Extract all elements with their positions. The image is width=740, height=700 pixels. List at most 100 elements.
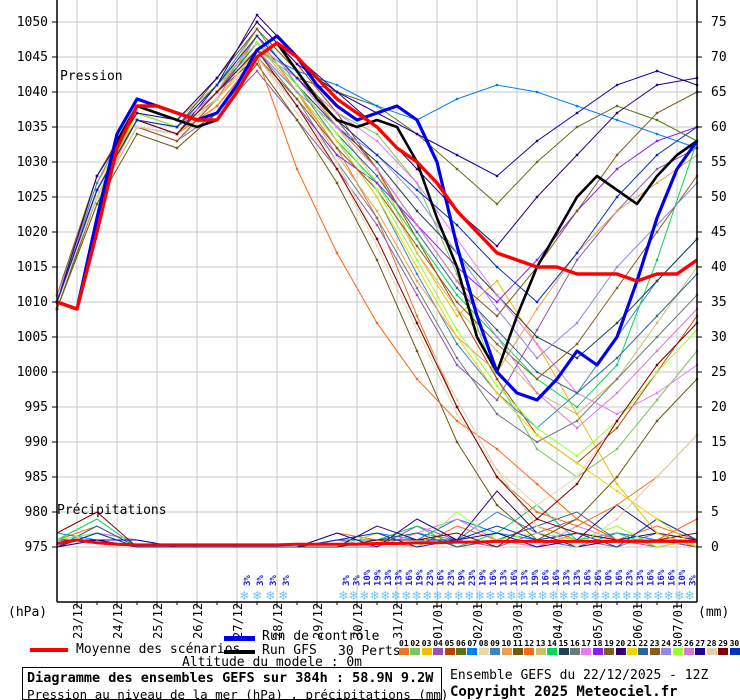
member-point-marker: [575, 475, 579, 479]
member-point-marker: [495, 307, 499, 311]
member-point-marker: [215, 76, 219, 80]
left-tick-label: 990: [25, 435, 48, 450]
member-point-marker: [655, 118, 659, 122]
pressure-member-line: [56, 35, 698, 527]
member-point-marker: [535, 139, 539, 143]
ensemble-plot-canvas: 3%❄3%❄3%❄3%❄3%❄3%❄10%❄19%❄13%❄13%❄16%❄19…: [17, 0, 727, 639]
snowflake-icon: ❄: [654, 588, 663, 604]
member-point-marker: [575, 125, 579, 129]
snowflake-icon: ❄: [518, 588, 527, 604]
member-point-marker: [495, 447, 499, 451]
member-point-marker: [415, 195, 419, 199]
snowflake-icon: ❄: [465, 588, 474, 604]
pressure-member-line: [56, 35, 698, 310]
member-point-marker: [535, 510, 539, 514]
gfs-line-label: Run GFS: [262, 643, 317, 658]
member-point-marker: [535, 440, 539, 444]
date-tick-label: 29/12: [311, 603, 325, 639]
perturbation-number: 25: [672, 639, 683, 648]
date-tick-label: 24/12: [111, 603, 125, 639]
member-point-marker: [575, 454, 579, 458]
date-tick-label: 28/12: [271, 603, 285, 639]
left-tick-label: 980: [25, 505, 48, 520]
member-point-marker: [455, 405, 459, 409]
member-point-marker: [215, 104, 219, 108]
member-point-marker: [375, 174, 379, 178]
member-point-marker: [135, 118, 139, 122]
member-point-marker: [455, 286, 459, 290]
perturbation-color-swatch: [410, 648, 421, 655]
perturbation-color-swatch: [729, 648, 740, 655]
mean-scenario-line: [56, 41, 698, 311]
member-point-marker: [495, 342, 499, 346]
perturbation-color-swatch: [706, 648, 717, 655]
member-point-marker: [575, 412, 579, 416]
perturbation-number: 01: [399, 639, 409, 648]
date-tick-label: 30/12: [351, 603, 365, 639]
member-point-marker: [455, 279, 459, 283]
member-point-marker: [495, 244, 499, 248]
member-point-marker: [375, 223, 379, 227]
member-point-marker: [455, 328, 459, 332]
member-point-marker: [615, 447, 619, 451]
member-point-marker: [655, 223, 659, 227]
member-point-marker: [135, 132, 139, 136]
perturbation-number: 12: [524, 639, 535, 648]
snowflake-icon: ❄: [591, 588, 600, 604]
member-point-marker: [615, 104, 619, 108]
right-tick-label: 25: [711, 365, 727, 380]
member-point-marker: [455, 97, 459, 101]
perturbation-number: 15: [558, 639, 569, 648]
member-point-marker: [575, 251, 579, 255]
member-point-marker: [615, 356, 619, 360]
member-point-marker: [295, 62, 299, 66]
member-point-marker: [535, 524, 539, 528]
member-point-marker: [535, 342, 539, 346]
member-point-marker: [615, 377, 619, 381]
snow-probability-label: 13%: [521, 569, 531, 586]
right-tick-label: 65: [711, 85, 727, 100]
member-point-marker: [375, 153, 379, 157]
member-point-marker: [375, 258, 379, 262]
member-point-marker: [535, 328, 539, 332]
member-point-marker: [455, 223, 459, 227]
snowflake-icon: ❄: [444, 588, 453, 604]
member-point-marker: [375, 209, 379, 213]
member-point-marker: [335, 132, 339, 136]
perturbation-number: 09: [490, 639, 500, 648]
member-point-marker: [495, 503, 499, 507]
member-point-marker: [655, 335, 659, 339]
snowflake-icon: ❄: [633, 588, 642, 604]
snowflake-icon: ❄: [570, 588, 579, 604]
chart-subtitle: Pression au niveau de la mer (hPa) , pré…: [27, 687, 449, 700]
snow-probability-label: 16%: [489, 569, 499, 586]
right-tick-label: 20: [711, 400, 727, 415]
member-point-marker: [655, 132, 659, 136]
member-point-marker: [615, 412, 619, 416]
perturbation-color-swatch: [638, 648, 649, 655]
member-point-marker: [375, 321, 379, 325]
snow-probability-label: 3%: [353, 575, 363, 586]
snow-probability-label: 16%: [405, 569, 415, 586]
snow-probability-label: 3%: [243, 575, 253, 586]
member-point-marker: [415, 286, 419, 290]
left-tick-label: 1000: [17, 365, 48, 380]
member-point-marker: [615, 475, 619, 479]
snowflake-icon: ❄: [675, 588, 684, 604]
member-point-marker: [615, 517, 619, 521]
perturbation-number: 07: [467, 639, 478, 648]
member-point-marker: [535, 447, 539, 451]
member-point-marker: [455, 272, 459, 276]
member-point-marker: [655, 69, 659, 73]
member-point-marker: [255, 69, 259, 73]
perturbation-number: 04: [433, 639, 443, 648]
member-point-marker: [575, 405, 579, 409]
perturbation-number: 18: [592, 639, 603, 648]
member-point-marker: [335, 251, 339, 255]
perturbation-color-swatch: [558, 648, 569, 655]
member-point-marker: [375, 216, 379, 220]
snowflake-icon: ❄: [623, 588, 632, 604]
member-point-marker: [375, 237, 379, 241]
snowflake-icon: ❄: [266, 588, 275, 604]
